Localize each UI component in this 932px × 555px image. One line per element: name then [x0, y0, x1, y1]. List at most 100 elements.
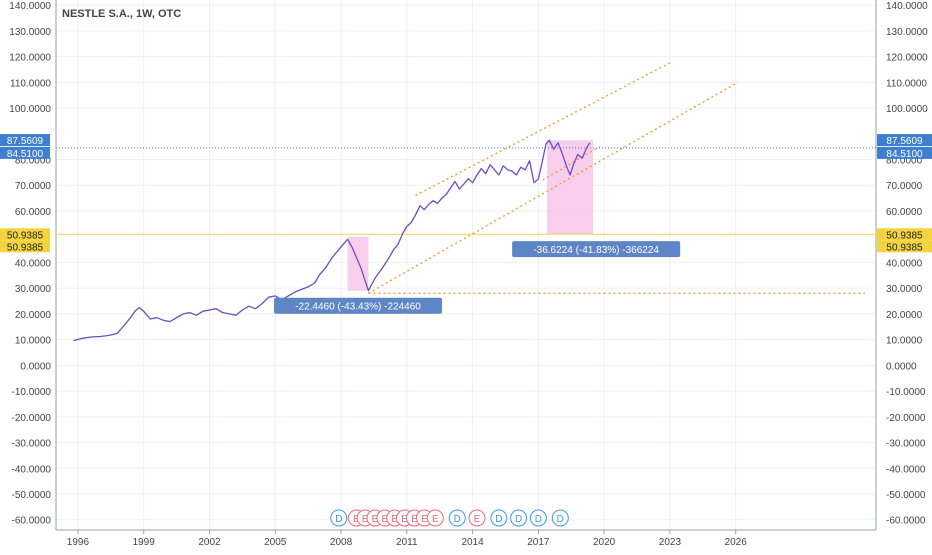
x-tick-label: 1999	[133, 537, 156, 548]
level-tag-secondary	[877, 240, 932, 253]
event-marker-label: E	[353, 514, 360, 525]
event-marker-earnings	[426, 509, 444, 527]
event-marker-label: E	[432, 514, 439, 525]
y-tick-label-right: 70.0000	[886, 181, 923, 192]
y-tick-label-left: -10.0000	[12, 387, 52, 398]
y-tick-label-left: 100.0000	[9, 104, 51, 115]
y-tick-label-left: 70.0000	[15, 181, 52, 192]
level-tag	[877, 146, 932, 159]
drawdown-callout-label: -36.6224 (-41.83%) -366224	[533, 245, 659, 256]
level-tag-label: 84.5100	[7, 149, 44, 160]
y-tick-label-left: -50.0000	[12, 490, 52, 501]
drawdown-callout-box	[274, 297, 443, 314]
trend-channel	[368, 61, 866, 295]
event-marker-label: E	[362, 514, 369, 525]
event-marker-label: E	[421, 514, 428, 525]
event-marker-dividend	[448, 509, 466, 527]
trend-line-inner	[542, 146, 601, 181]
x-axis-ticks: 1996 1999 2002 2005 2008 2011 2014 2017 2020 2023…	[67, 530, 747, 548]
y-axis-ticks: 140.0000 140.0000 130.0000 130.0000 120.0000…	[9, 1, 928, 527]
level-tag-label: 50.9385	[7, 230, 44, 241]
level-tag	[0, 146, 50, 159]
y-tick-label-right: 0.0000	[886, 361, 917, 372]
trend-line-upper	[415, 61, 673, 197]
level-tag-label: 84.5100	[886, 149, 923, 160]
x-tick-label: 2023	[659, 537, 682, 548]
y-tick-label-left: 120.0000	[9, 53, 51, 64]
x-tick-label: 2005	[264, 537, 287, 548]
y-tick-label-right: 130.0000	[886, 27, 928, 38]
event-marker-label: D	[495, 514, 502, 525]
y-tick-label-left: -30.0000	[12, 439, 52, 450]
y-tick-label-right: 30.0000	[886, 284, 923, 295]
y-tick-label-left: 130.0000	[9, 27, 51, 38]
level-tag	[0, 228, 50, 241]
event-marker-label: D	[335, 514, 342, 525]
y-tick-label-right: 40.0000	[886, 258, 923, 269]
drawdown-callout-box	[512, 241, 681, 258]
event-marker-dividend	[330, 509, 348, 527]
drawdown-callout-label: -22.4460 (-43.43%) -224460	[295, 302, 421, 313]
event-marker-dividend	[510, 509, 528, 527]
event-marker-label: E	[401, 514, 408, 525]
x-tick-label: 1996	[67, 537, 90, 548]
event-marker-label: E	[391, 514, 398, 525]
x-tick-label: 2002	[198, 537, 221, 548]
y-tick-label-right: -40.0000	[886, 464, 926, 475]
y-tick-label-left: -40.0000	[12, 464, 52, 475]
event-marker-dividend	[529, 509, 547, 527]
drawdown-zone	[547, 140, 594, 235]
y-tick-label-left: 20.0000	[15, 310, 52, 321]
level-tag-label: 87.5609	[886, 136, 923, 147]
x-tick-label: 2020	[593, 537, 616, 548]
y-tick-label-left: 80.0000	[15, 156, 52, 167]
event-marker-label: E	[372, 514, 379, 525]
drawdown-callouts: -22.4460 (-43.43%) -224460 -36.6224 (-41.…	[274, 241, 681, 314]
x-tick-label: 2008	[330, 537, 353, 548]
event-marker-earnings	[468, 509, 486, 527]
y-tick-label-left: -20.0000	[12, 413, 52, 424]
x-tick-label: 2014	[461, 537, 484, 548]
level-tag-secondary-label: 50.9385	[886, 242, 923, 253]
y-tick-label-right: 10.0000	[886, 336, 923, 347]
event-marker-dividend	[490, 509, 508, 527]
y-tick-label-right: -50.0000	[886, 490, 926, 501]
event-marker-label: E	[411, 514, 418, 525]
event-marker-label: D	[557, 514, 564, 525]
price-series	[73, 139, 591, 342]
y-tick-label-left: 10.0000	[15, 336, 52, 347]
x-tick-label: 2011	[396, 537, 418, 548]
level-tag-label: 87.5609	[7, 136, 44, 147]
y-tick-label-left: -60.0000	[12, 516, 52, 527]
y-tick-label-right: 20.0000	[886, 310, 923, 321]
y-tick-label-left: 140.0000	[9, 1, 51, 12]
y-tick-label-right: 100.0000	[886, 104, 928, 115]
level-tag	[877, 228, 932, 241]
y-tick-label-right: -20.0000	[886, 413, 926, 424]
level-tag-secondary	[0, 240, 50, 253]
y-tick-label-right: 80.0000	[886, 156, 923, 167]
price-line	[73, 139, 591, 342]
level-tag	[877, 134, 932, 147]
y-tick-label-right: 110.0000	[886, 78, 927, 89]
chart-title: NESTLE S.A., 1W, OTC	[62, 8, 181, 20]
x-tick-label: 2026	[725, 537, 748, 548]
horizontal-levels	[56, 147, 876, 235]
y-tick-label-left: 110.0000	[10, 78, 51, 89]
y-tick-label-left: 60.0000	[15, 207, 52, 218]
y-tick-label-right: 140.0000	[886, 1, 928, 12]
event-marker-label: D	[535, 514, 542, 525]
level-tag-label: 50.9385	[886, 230, 923, 241]
y-tick-label-right: -30.0000	[886, 439, 926, 450]
x-tick-label: 2017	[527, 537, 550, 548]
y-tick-label-right: 60.0000	[886, 207, 923, 218]
y-tick-label-left: 30.0000	[15, 284, 52, 295]
y-tick-label-left: 40.0000	[15, 258, 52, 269]
event-marker-dividend	[551, 509, 569, 527]
event-marker-label: D	[454, 514, 461, 525]
